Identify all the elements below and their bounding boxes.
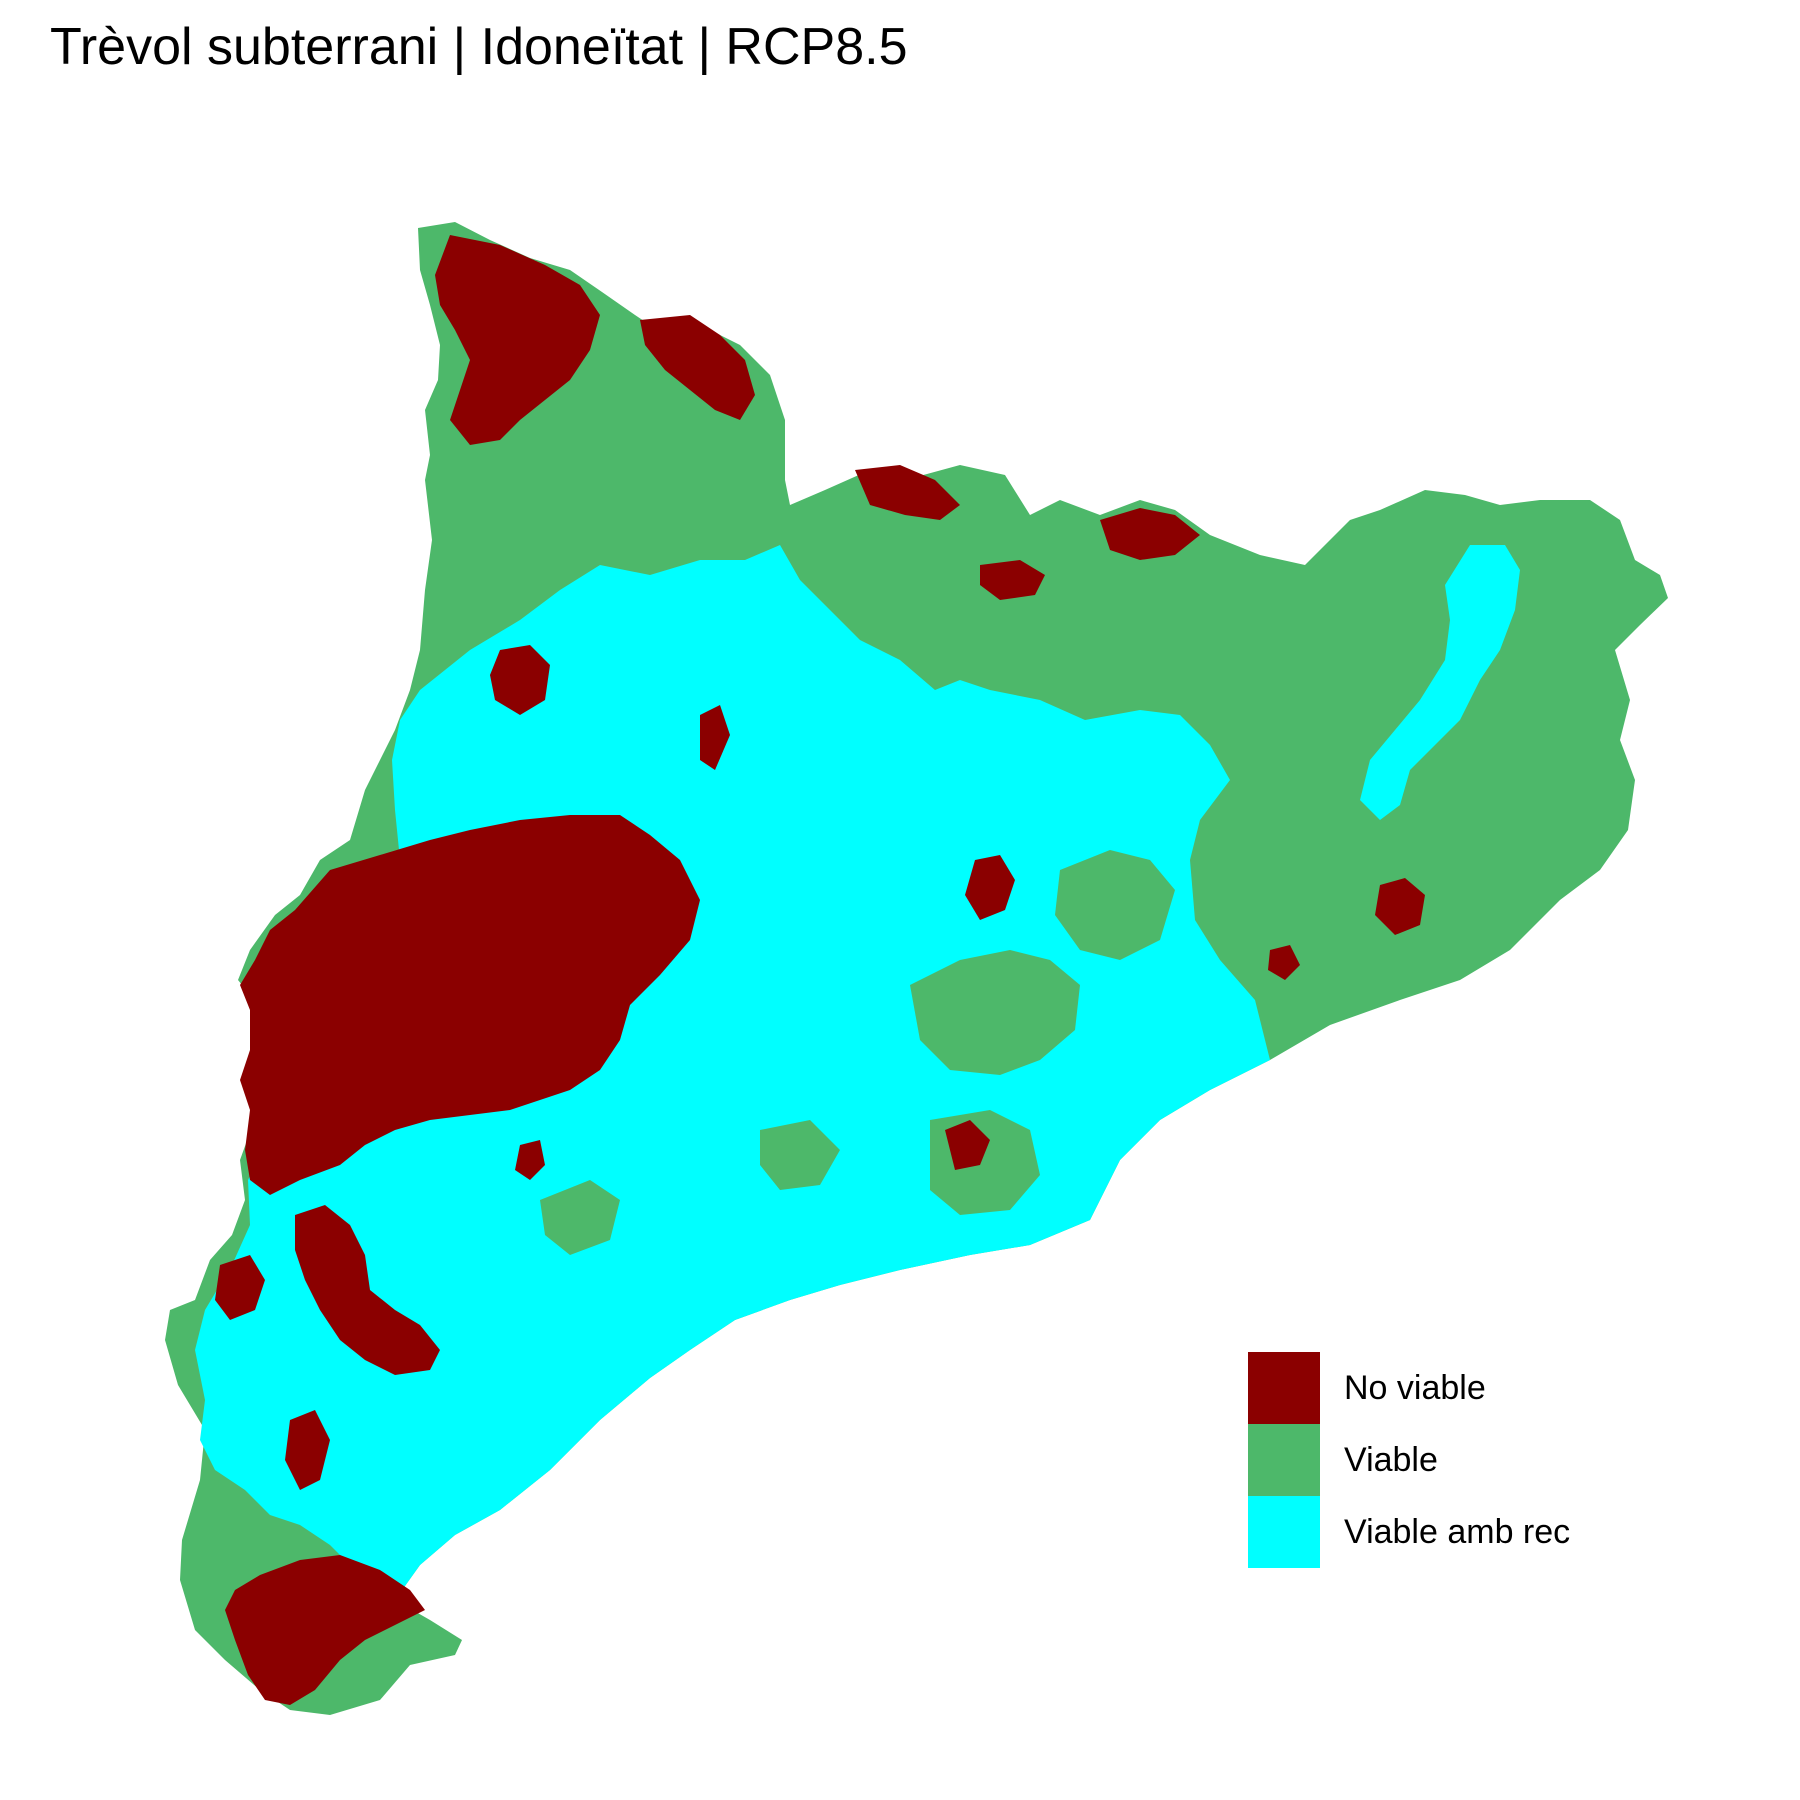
- legend-label-no-viable: No viable: [1344, 1368, 1486, 1407]
- region-viable-island-4: [540, 1180, 620, 1255]
- region-no-viable-spot-2: [965, 855, 1015, 920]
- legend-item-no-viable: No viable: [1248, 1352, 1570, 1424]
- region-no-viable-pyrenees-2: [640, 315, 755, 420]
- region-no-viable-pyrenees-4: [1100, 508, 1200, 560]
- region-no-viable-delta: [225, 1555, 425, 1705]
- region-viable-island-5: [760, 1120, 840, 1190]
- region-no-viable-spot-5: [1268, 945, 1300, 980]
- region-no-viable-southwest-2: [215, 1255, 265, 1320]
- legend: No viable Viable Viable amb rec: [1248, 1352, 1570, 1568]
- region-no-viable-spot-6: [700, 705, 730, 770]
- legend-item-viable: Viable: [1248, 1424, 1570, 1496]
- legend-item-viable-amb-rec: Viable amb rec: [1248, 1496, 1570, 1568]
- region-no-viable-pyrenees-5: [980, 560, 1045, 600]
- region-no-viable-southwest-3: [285, 1410, 330, 1490]
- region-viable-island-1: [910, 950, 1080, 1075]
- legend-label-viable: Viable: [1344, 1440, 1438, 1479]
- region-no-viable-spot-1: [490, 645, 550, 715]
- legend-swatch-no-viable: [1248, 1352, 1320, 1424]
- legend-label-viable-amb-rec: Viable amb rec: [1344, 1512, 1571, 1551]
- region-viable-amb-rec-central: [195, 545, 1270, 1600]
- map-title: Trèvol subterrani | Idoneïtat | RCP8.5: [50, 18, 908, 76]
- region-no-viable-spot-3: [1375, 878, 1425, 935]
- region-no-viable-pyrenees-3: [855, 465, 960, 520]
- region-no-viable-pyrenees-1: [435, 235, 600, 445]
- region-viable-amb-rec-northeast: [1360, 545, 1520, 820]
- region-no-viable-west: [240, 815, 700, 1195]
- region-no-viable-spot-4: [945, 1120, 990, 1170]
- region-viable-island-2: [1055, 850, 1175, 960]
- region-no-viable-southwest-1: [295, 1205, 440, 1375]
- legend-swatch-viable: [1248, 1424, 1320, 1496]
- legend-swatch-viable-amb-rec: [1248, 1496, 1320, 1568]
- region-no-viable-spot-7: [515, 1140, 545, 1180]
